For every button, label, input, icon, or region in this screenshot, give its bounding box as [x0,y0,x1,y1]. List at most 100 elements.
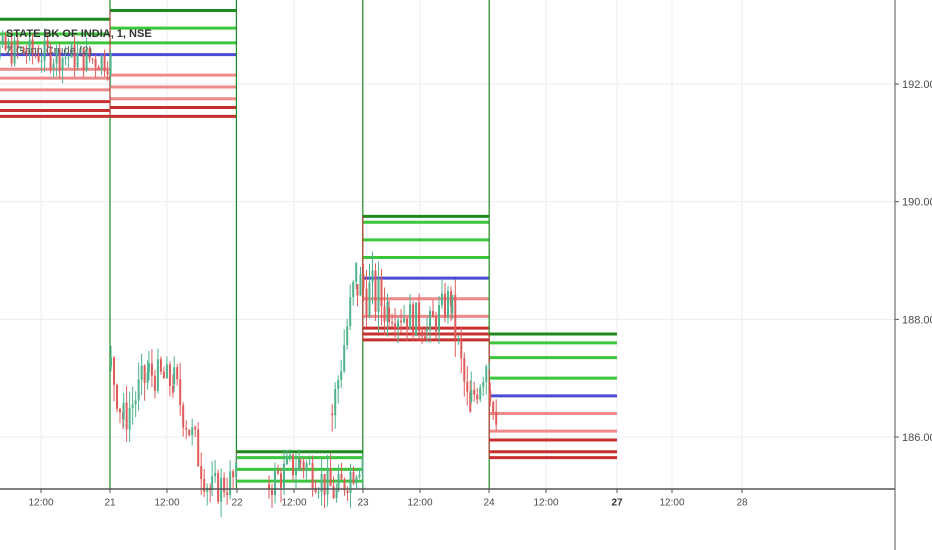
candle-body [43,40,46,61]
candle-body [206,487,209,492]
candle-body [49,47,52,69]
candle-body [391,321,394,324]
candle-body [76,52,79,68]
candle-body [479,387,482,400]
candle-body [110,357,112,367]
candle-body [217,472,220,502]
candle-body [438,305,440,332]
candle-body [140,365,143,380]
time-tick-label: 12:00 [154,497,179,508]
candle-body [16,40,19,49]
candle-body [426,328,428,332]
candle-body [343,479,346,491]
candle-body [1,36,4,46]
candle-body [451,294,454,314]
time-axis[interactable]: 12:00 21 12:00 22 12:00 23 12:00 24 12:00 27 12:00… [28,489,748,508]
candle-body [355,477,358,484]
candle-body [91,58,94,60]
candle-body [302,461,305,471]
candle-body [371,270,374,283]
gann-level-lines [0,0,617,489]
candle-body [125,402,128,430]
candle-body [156,359,159,391]
candle-body [368,282,371,317]
candle-body [88,48,91,59]
candle-body [352,472,355,484]
time-tick-label: 22 [231,497,243,508]
price-tick-label: 186.00 [902,432,932,444]
candle-body [134,400,137,405]
candle-body [280,473,282,488]
candle-body [340,474,343,480]
candle-body [299,460,302,462]
candle-body [320,474,323,492]
candle-body [358,474,361,478]
candle-body [226,492,229,495]
time-tick-label: 24 [483,497,495,508]
candle-body [277,471,279,474]
candle-body [409,304,412,329]
candle-body [295,469,297,476]
candle-body [113,357,115,385]
candle-body [365,288,368,317]
candle-body [182,405,185,428]
candle-body [165,364,168,379]
candle-body [143,365,146,383]
candle-body [34,53,37,55]
price-tick-label: 190.00 [902,197,932,209]
candle-body [340,371,343,381]
candle-body [25,53,28,56]
candle-body [349,472,352,494]
candle-body [488,364,491,367]
candle-body [397,320,400,328]
candle-body [52,63,55,69]
candle-body [223,477,226,493]
candle-body [361,459,364,475]
candle-body [173,367,176,385]
candle-body [235,462,238,478]
chart-axes [0,0,896,550]
candle-body [185,427,188,430]
candle-body [447,291,449,318]
candle-body [352,281,355,298]
candle-body [58,48,61,71]
candle-body [70,45,73,58]
candle-body [349,297,352,327]
candle-body [171,385,174,393]
candle-body [470,389,473,402]
candle-body [271,489,273,496]
candle-body [485,366,488,382]
candle-body [412,304,415,336]
candle-body [334,388,337,416]
candle-body [444,293,446,318]
candle-body [67,57,70,59]
candle-body [211,476,214,490]
candle-body [19,47,22,49]
price-axis[interactable]: 192.00 190.00 188.00 186.00 [895,79,932,444]
candle-body [335,489,338,498]
candle-body [116,384,118,409]
time-tick-label: 12:00 [533,497,558,508]
candle-body [162,371,165,379]
candle-body [85,48,88,71]
time-tick-label: 28 [736,497,748,508]
candle-body [200,466,203,479]
candle-body [435,316,437,332]
candle-body [482,381,485,388]
candle-body [326,468,329,495]
price-tick-label: 188.00 [902,314,932,326]
candle-body [4,36,7,50]
candle-body [168,364,171,386]
candle-body [82,47,85,71]
time-tick-label: 27 [611,497,623,508]
candle-body [232,471,235,478]
price-candles [0,28,498,518]
candle-body [450,291,452,307]
candle-body [119,408,121,413]
candle-body [46,40,49,48]
candle-body [374,270,377,312]
candle-body [298,457,300,470]
candle-body [73,45,76,68]
candle-body [197,429,200,467]
